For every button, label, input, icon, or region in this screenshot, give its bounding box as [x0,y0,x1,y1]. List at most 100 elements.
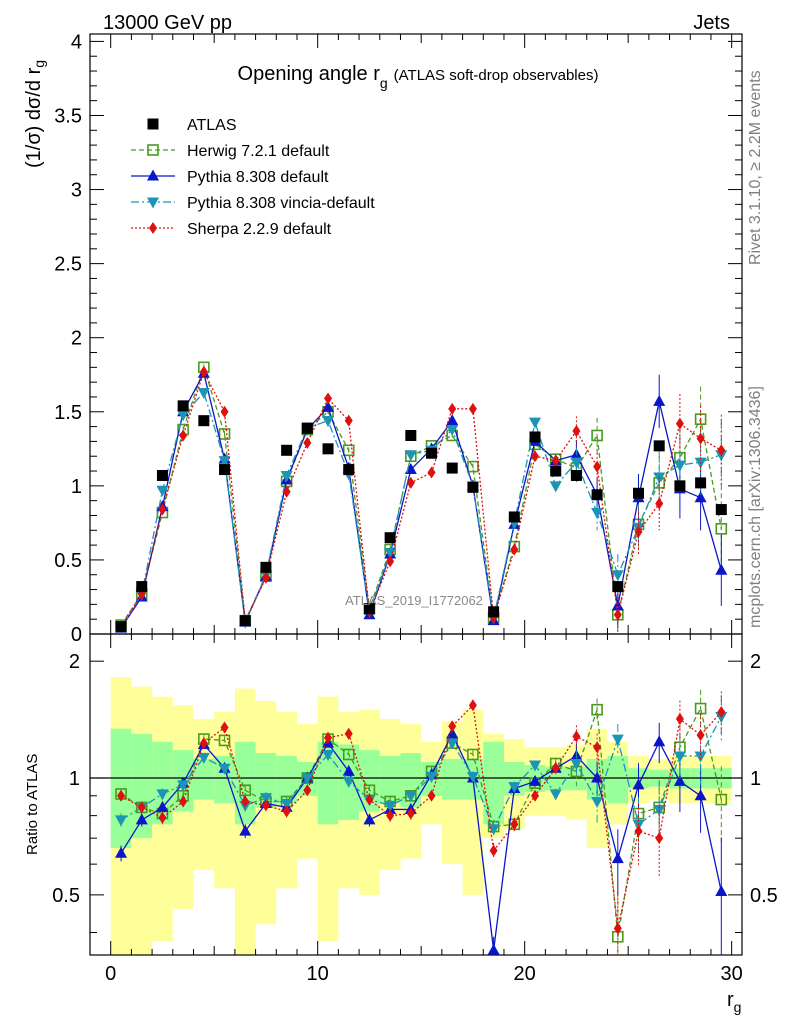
point-pythia-8-308-vincia-default [591,508,604,520]
x-axis-label: rg [727,989,741,1015]
point-pythia-8-308-default [694,491,707,503]
ratio-point-sherpa-2-2-9-default [365,793,374,806]
ratio-point-pythia-8-308-vincia-default [591,797,604,809]
point-pythia-8-308-vincia-default [197,388,210,400]
main-y-tick-label: 3 [71,180,82,202]
point-sherpa-2-2-9-default [282,485,291,498]
point-atlas [198,415,210,427]
x-tick-label: 10 [307,963,329,985]
ratio-point-pythia-8-308-vincia-default [301,773,314,785]
ratio-point-sherpa-2-2-9-default [220,721,229,734]
point-atlas [384,532,396,544]
point-atlas [343,464,355,476]
band-green [193,758,215,800]
ratio-point-pythia-8-308-default [653,735,666,747]
ratio-point-herwig-7-2-1-default [467,748,479,761]
point-sherpa-2-2-9-default [179,429,188,442]
series-line-pythia-8-308-default [120,371,722,629]
point-sherpa-2-2-9-default [613,608,622,621]
ratio-point-pythia-8-308-default [135,813,148,825]
point-pythia-8-308-vincia-default [446,425,459,437]
point-sherpa-2-2-9-default [468,402,477,415]
ratio-point-sherpa-2-2-9-default [717,705,726,718]
ratio-point-herwig-7-2-1-default [239,784,252,797]
point-sherpa-2-2-9-default [572,425,581,438]
point-atlas [363,603,375,615]
ratio-point-pythia-8-308-vincia-default [156,789,169,801]
main-y-tick-label: 0 [71,624,82,646]
point-atlas [653,440,665,452]
ratio-line-pythia-8-308-vincia-default [120,716,722,831]
ratio-point-sherpa-2-2-9-default [593,741,602,754]
band-green [379,755,401,804]
ratio-y-tick-label: 0.5 [52,885,80,907]
ratio-point-pythia-8-308-vincia-default [342,776,355,788]
ratio-point-herwig-7-2-1-default [715,793,728,806]
main-y-tick-label: 1.5 [54,402,82,424]
ratio-point-pythia-8-308-vincia-default [611,734,624,746]
point-sherpa-2-2-9-default [531,450,540,463]
main-y-label: (1/σ) dσ/d rg [23,60,47,168]
ratio-point-sherpa-2-2-9-default [613,922,622,935]
point-sherpa-2-2-9-default [448,402,457,415]
ratio-point-sherpa-2-2-9-default [510,818,519,831]
ratio-point-pythia-8-308-vincia-default [466,771,479,783]
point-sherpa-2-2-9-default [386,555,395,568]
main-y-tick-label: 4 [71,31,82,53]
point-pythia-8-308-vincia-default [177,410,190,422]
point-herwig-7-2-1-default [467,460,479,473]
ratio-point-herwig-7-2-1-default [342,748,355,761]
point-pythia-8-308-default [653,394,666,406]
ratio-point-sherpa-2-2-9-default [675,712,684,725]
point-atlas [239,615,251,627]
ratio-point-pythia-8-308-default [342,764,355,776]
point-sherpa-2-2-9-default [158,503,167,516]
ratio-point-pythia-8-308-default [611,852,624,864]
ratio-line-sherpa-2-2-9-default [120,703,722,929]
legend-marker-herwig-7-2-1-default [147,144,159,156]
point-atlas [322,443,334,455]
point-sherpa-2-2-9-default [675,417,684,430]
point-pythia-8-308-default [611,599,624,611]
ratio-point-pythia-8-308-vincia-default [570,759,583,771]
point-atlas [550,465,562,477]
point-pythia-8-308-vincia-default [570,457,583,469]
point-atlas [612,581,624,593]
ratio-point-pythia-8-308-vincia-default [197,752,210,764]
ratio-point-pythia-8-308-default [694,789,707,801]
point-sherpa-2-2-9-default [344,414,353,427]
ratio-point-sherpa-2-2-9-default [468,699,477,712]
side-text-lower: mcplots.cern.ch [arXiv:1306.3436] [747,386,764,628]
point-sherpa-2-2-9-default [717,444,726,457]
ratio-point-pythia-8-308-default [591,771,604,783]
band-yellow [462,709,484,895]
legend-label-pythia-8-308-vincia-default: Pythia 8.308 vincia-default [187,195,375,212]
band-green [214,755,235,804]
point-sherpa-2-2-9-default [261,571,270,584]
point-atlas [467,481,479,493]
point-atlas [281,444,293,456]
point-herwig-7-2-1-default [715,523,728,535]
point-atlas [260,561,272,573]
band-green [483,741,504,825]
ratio-point-pythia-8-308-default [673,774,686,786]
point-pythia-8-308-vincia-default [404,450,417,462]
ratio-point-sherpa-2-2-9-default [551,762,560,775]
band-green [152,741,173,825]
ratio-point-sherpa-2-2-9-default [199,737,208,750]
ratio-point-sherpa-2-2-9-default [241,795,250,808]
legend-marker-atlas [147,118,159,130]
ratio-point-pythia-8-308-vincia-default [508,782,521,794]
band-green [607,755,629,804]
ratio-point-sherpa-2-2-9-default [117,789,126,802]
ratio-point-sherpa-2-2-9-default [572,730,581,743]
point-pythia-8-308-vincia-default [673,460,686,472]
legend-label-sherpa-2-2-9-default: Sherpa 2.2.9 default [187,221,332,238]
ratio-point-pythia-8-308-default [632,778,645,790]
ratio-point-pythia-8-308-vincia-default [259,793,272,805]
series-line-herwig-7-2-1-default [120,365,722,626]
point-pythia-8-308-vincia-default [611,570,624,582]
point-pythia-8-308-vincia-default [218,456,231,468]
ratio-point-pythia-8-308-vincia-default [280,798,293,810]
